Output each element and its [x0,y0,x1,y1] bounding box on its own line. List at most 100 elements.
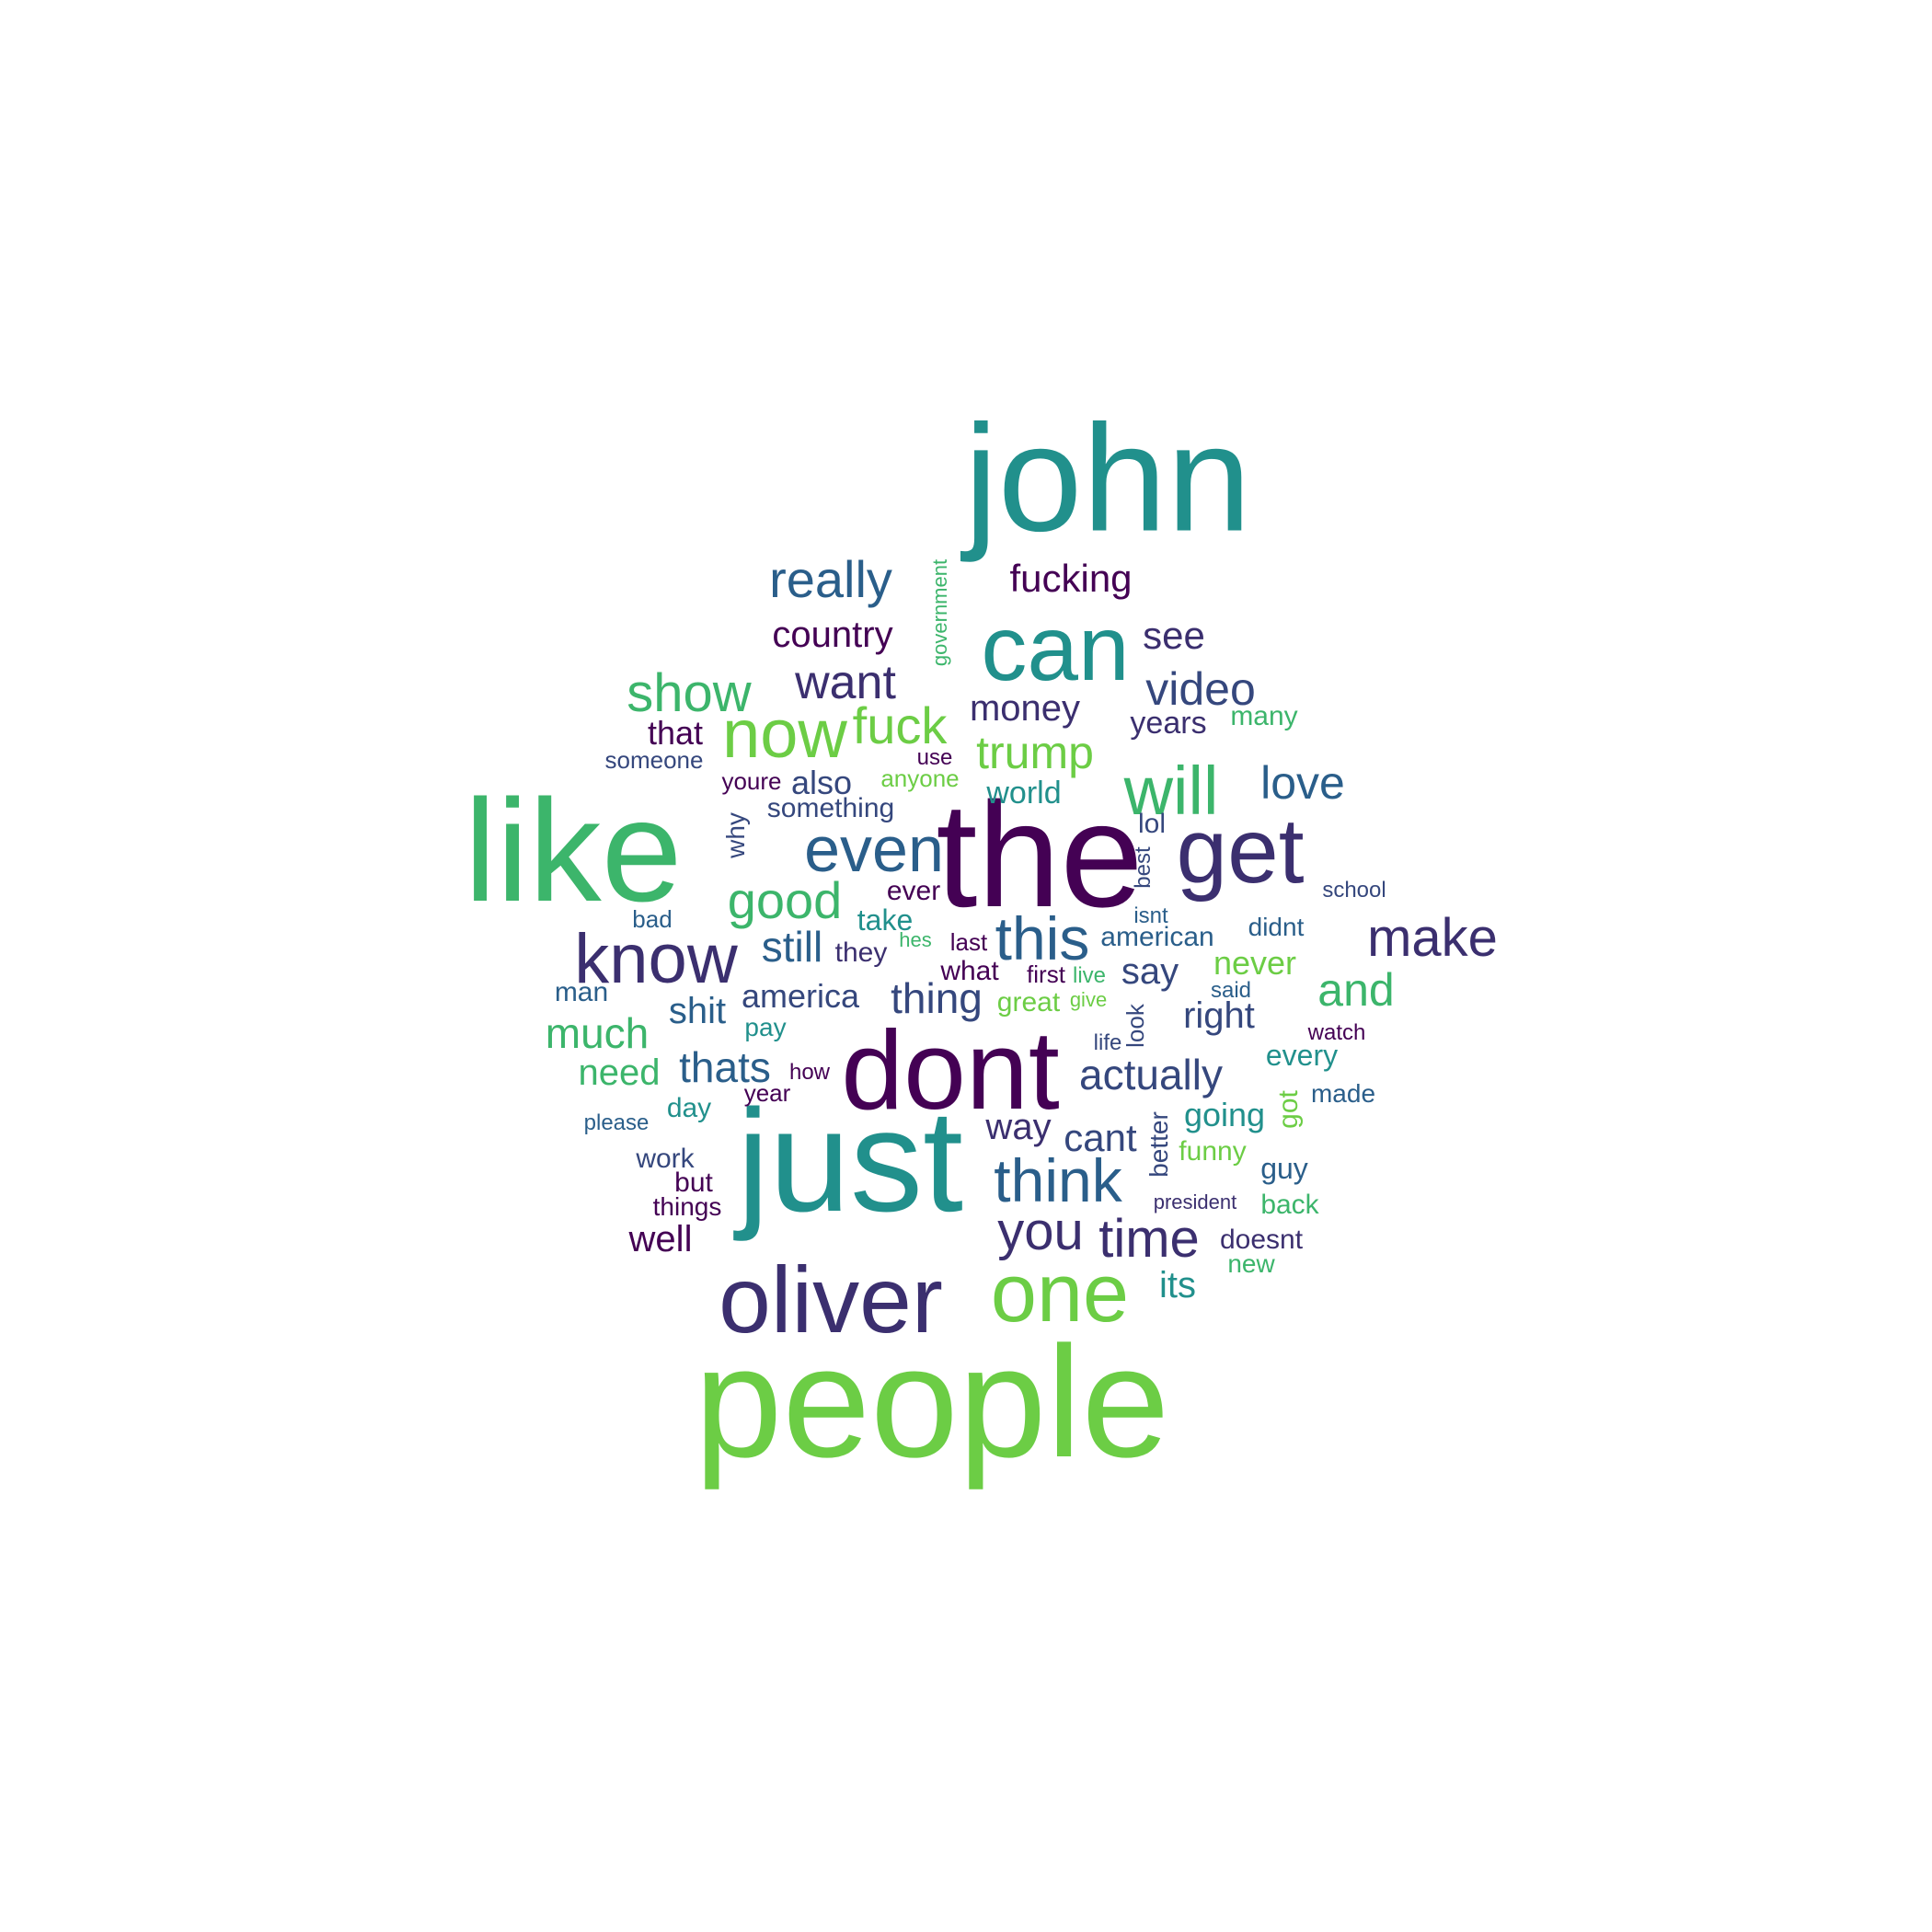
word-how: how [788,1060,831,1085]
word-years: years [1130,706,1207,741]
word-that: that [647,714,704,752]
word-why: why [721,812,750,858]
word-youre: youre [721,767,782,795]
word-world: world [986,776,1062,811]
word-like: like [464,770,683,932]
word-shit: shit [668,991,727,1031]
word-say: say [1121,951,1179,992]
word-things: things [652,1192,722,1221]
word-got: got [1273,1090,1304,1129]
word-dont: dont [841,1007,1060,1133]
word-american: american [1100,922,1214,952]
word-take: take [857,903,914,937]
word-trump: trump [976,727,1094,778]
word-and: and [1317,964,1395,1016]
word-way: way [985,1107,1052,1147]
word-made: made [1310,1079,1376,1108]
word-also: also [790,764,853,801]
word-government: government [928,558,951,667]
word-can: can [981,597,1130,700]
word-country: country [772,615,893,655]
word-get: get [1176,799,1305,903]
word-see: see [1143,614,1205,657]
word-new: new [1227,1249,1275,1278]
word-work: work [636,1144,695,1174]
word-lol: lol [1137,809,1167,839]
word-funny: funny [1179,1136,1247,1167]
word-the: the [936,772,1144,938]
word-want: want [795,656,896,709]
word-great: great [996,987,1061,1018]
word-make: make [1367,908,1498,968]
word-someone: someone [604,746,704,774]
word-think: think [994,1146,1122,1214]
word-its: its [1159,1265,1196,1305]
word-last: last [949,928,988,956]
word-now: now [722,696,847,772]
word-something: something [766,793,895,823]
word-doesnt: doesnt [1219,1225,1304,1255]
word-pay: pay [744,1013,787,1041]
word-love: love [1260,757,1345,809]
word-better: better [1144,1111,1173,1178]
word-cant: cant [1064,1116,1137,1159]
word-america: america [741,977,860,1015]
word-video: video [1145,663,1256,715]
word-watch: watch [1307,1020,1366,1045]
word-but: but [674,1167,713,1198]
word-guy: guy [1260,1152,1308,1185]
word-anyone: anyone [880,765,960,792]
word-this: this [995,904,1090,972]
word-money: money [969,688,1081,729]
word-just: just [737,1080,963,1242]
word-hes: hes [899,928,932,951]
word-thats: thats [679,1043,771,1091]
word-you: you [997,1202,1084,1261]
word-still: still [761,923,823,971]
word-fuck: fuck [852,696,948,754]
word-school: school [1322,878,1386,903]
word-first: first [1027,960,1065,988]
word-best: best [1131,846,1156,889]
word-people: people [694,1314,1170,1490]
word-they: they [834,937,888,968]
word-day: day [666,1093,712,1123]
word-much: much [545,1009,650,1057]
word-going: going [1183,1096,1266,1133]
word-back: back [1260,1190,1319,1220]
word-man: man [554,977,609,1007]
word-john: john [964,393,1251,563]
word-year: year [743,1079,791,1107]
word-time: time [1098,1209,1200,1269]
word-life: life [1093,1030,1122,1055]
word-need: need [578,1052,661,1093]
word-many: many [1230,701,1298,731]
word-didnt: didnt [1248,913,1305,941]
word-right: right [1183,995,1255,1036]
word-good: good [727,871,843,929]
word-will: will [1123,753,1219,829]
word-one: one [990,1248,1130,1340]
word-president: president [1153,1190,1237,1213]
word-well: well [628,1219,693,1259]
word-really: really [769,550,892,608]
word-every: every [1265,1039,1339,1072]
word-look: look [1121,1004,1149,1048]
word-ever: ever [886,876,941,906]
word-know: know [574,920,738,998]
word-never: never [1213,944,1297,982]
word-live: live [1072,963,1107,988]
word-isnt: isnt [1133,903,1168,928]
word-show: show [627,663,752,723]
word-fucking: fucking [1009,557,1133,600]
word-use: use [916,745,953,770]
word-thing: thing [891,974,983,1022]
word-actually: actually [1079,1051,1223,1098]
word-even: even [804,813,944,885]
word-please: please [583,1110,650,1135]
word-what: what [940,956,999,986]
word-said: said [1210,978,1252,1003]
word-give: give [1069,988,1108,1011]
word-bad: bad [632,905,673,933]
